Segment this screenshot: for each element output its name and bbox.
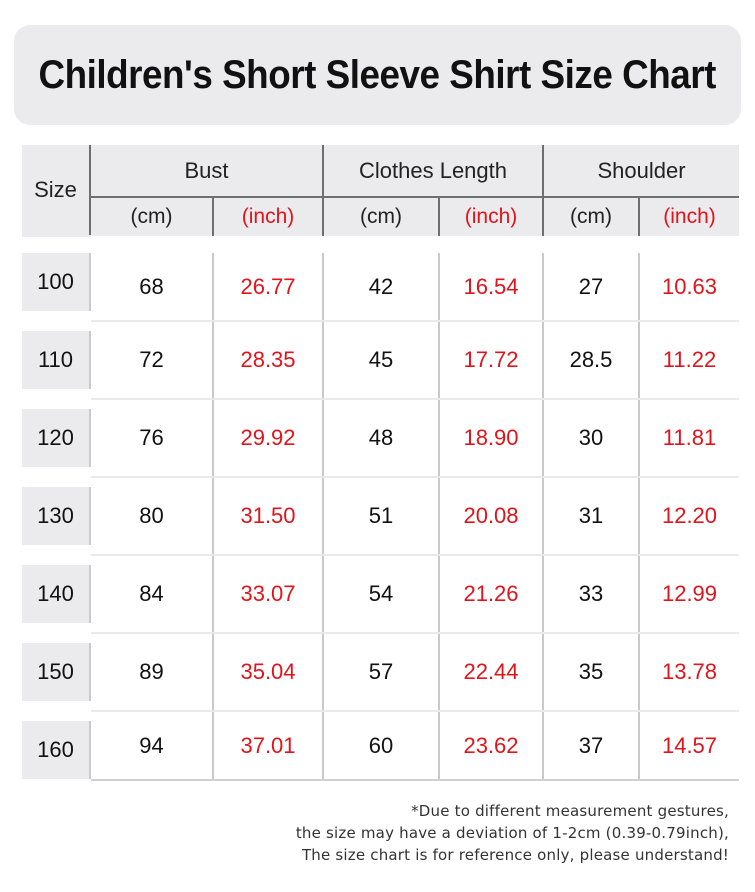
bust-cm-cell: 76 [89, 399, 213, 478]
shoulder-inch-header: (inch) [637, 197, 740, 236]
bust-cm-cell: 84 [89, 555, 213, 634]
table-row: 130 80 31.50 51 20.08 31 12.20 [22, 477, 740, 565]
length-cm-cell: 48 [322, 399, 439, 478]
disclaimer-note: *Due to different measurement gestures, … [296, 800, 729, 866]
shoulder-inch-cell: 11.81 [637, 399, 740, 478]
note-line-2: the size may have a deviation of 1-2cm (… [295, 824, 729, 842]
shoulder-cm-cell: 35 [542, 633, 639, 712]
shoulder-cm-cell: 33 [542, 555, 639, 634]
shoulder-inch-cell: 13.78 [637, 633, 740, 712]
note-line-1: *Due to different measurement gestures, [411, 802, 729, 820]
size-cell: 130 [22, 477, 90, 565]
size-cell: 160 [22, 711, 90, 781]
shoulder-inch-cell: 12.99 [637, 555, 740, 634]
bust-cm-cell: 80 [89, 477, 213, 556]
table-row: 150 89 35.04 57 22.44 35 13.78 [22, 633, 740, 721]
length-cm-cell: 54 [322, 555, 439, 634]
bust-cm-cell: 94 [89, 711, 213, 781]
size-rows: 100 68 26.77 42 16.54 27 10.63 110 72 28.35 45 17.7… [22, 236, 740, 781]
shoulder-cm-cell: 28.5 [542, 321, 639, 400]
bust-inch-cell: 26.77 [212, 253, 323, 322]
size-cell: 100 [22, 253, 90, 331]
title-banner: Children's Short Sleeve Shirt Size Chart [14, 25, 741, 125]
shoulder-group-header: Shoulder [541, 145, 740, 198]
clothes-length-group-header: Clothes Length [322, 145, 543, 198]
shoulder-inch-cell: 10.63 [637, 253, 740, 322]
shoulder-cm-cell: 31 [542, 477, 639, 556]
page-title: Children's Short Sleeve Shirt Size Chart [38, 52, 717, 97]
note-line-3: The size chart is for reference only, pl… [301, 846, 729, 864]
size-cell: 120 [22, 399, 90, 487]
length-cm-cell: 57 [322, 633, 439, 712]
bust-cm-cell: 72 [89, 321, 213, 400]
length-inch-cell: 21.26 [438, 555, 543, 634]
length-inch-cell: 17.72 [438, 321, 543, 400]
length-cm-cell: 51 [322, 477, 439, 556]
shoulder-inch-cell: 12.20 [637, 477, 740, 556]
shoulder-cm-header: (cm) [542, 197, 639, 236]
shoulder-cm-cell: 30 [542, 399, 639, 478]
size-column-header: Size [22, 145, 90, 237]
bust-cm-cell: 68 [89, 253, 213, 322]
bust-inch-cell: 33.07 [212, 555, 323, 634]
header-group-row: Size Bust Clothes Length Shoulder [22, 145, 740, 237]
length-cm-cell: 42 [322, 253, 439, 322]
table-row: 110 72 28.35 45 17.72 28.5 11.22 [22, 321, 740, 409]
size-chart-table: Size Bust Clothes Length Shoulder (cm) (… [22, 145, 740, 781]
header-unit-row: (cm) (inch) (cm) (inch) (cm) (inch) [22, 197, 740, 236]
size-cell: 110 [22, 321, 90, 409]
table-row: 120 76 29.92 48 18.90 30 11.81 [22, 399, 740, 487]
table-row: 140 84 33.07 54 21.26 33 12.99 [22, 555, 740, 643]
length-inch-cell: 18.90 [438, 399, 543, 478]
length-inch-cell: 20.08 [438, 477, 543, 556]
bust-cm-header: (cm) [89, 197, 213, 236]
length-cm-cell: 45 [322, 321, 439, 400]
shoulder-cm-cell: 27 [542, 253, 639, 322]
table-row: 100 68 26.77 42 16.54 27 10.63 [22, 253, 740, 331]
length-inch-header: (inch) [438, 197, 543, 236]
bust-inch-cell: 31.50 [212, 477, 323, 556]
length-cm-cell: 60 [322, 711, 439, 781]
shoulder-inch-cell: 11.22 [637, 321, 740, 400]
bust-inch-header: (inch) [212, 197, 323, 236]
shoulder-inch-cell: 14.57 [637, 711, 740, 781]
length-inch-cell: 23.62 [438, 711, 543, 781]
length-inch-cell: 22.44 [438, 633, 543, 712]
size-cell: 140 [22, 555, 90, 643]
shoulder-cm-cell: 37 [542, 711, 639, 781]
bust-inch-cell: 28.35 [212, 321, 323, 400]
bust-inch-cell: 29.92 [212, 399, 323, 478]
bust-inch-cell: 35.04 [212, 633, 323, 712]
bust-group-header: Bust [89, 145, 323, 198]
table-row: 160 94 37.01 60 23.62 37 14.57 [22, 711, 740, 781]
bust-inch-cell: 37.01 [212, 711, 323, 781]
size-cell: 150 [22, 633, 90, 721]
length-cm-header: (cm) [322, 197, 439, 236]
bust-cm-cell: 89 [89, 633, 213, 712]
length-inch-cell: 16.54 [438, 253, 543, 322]
